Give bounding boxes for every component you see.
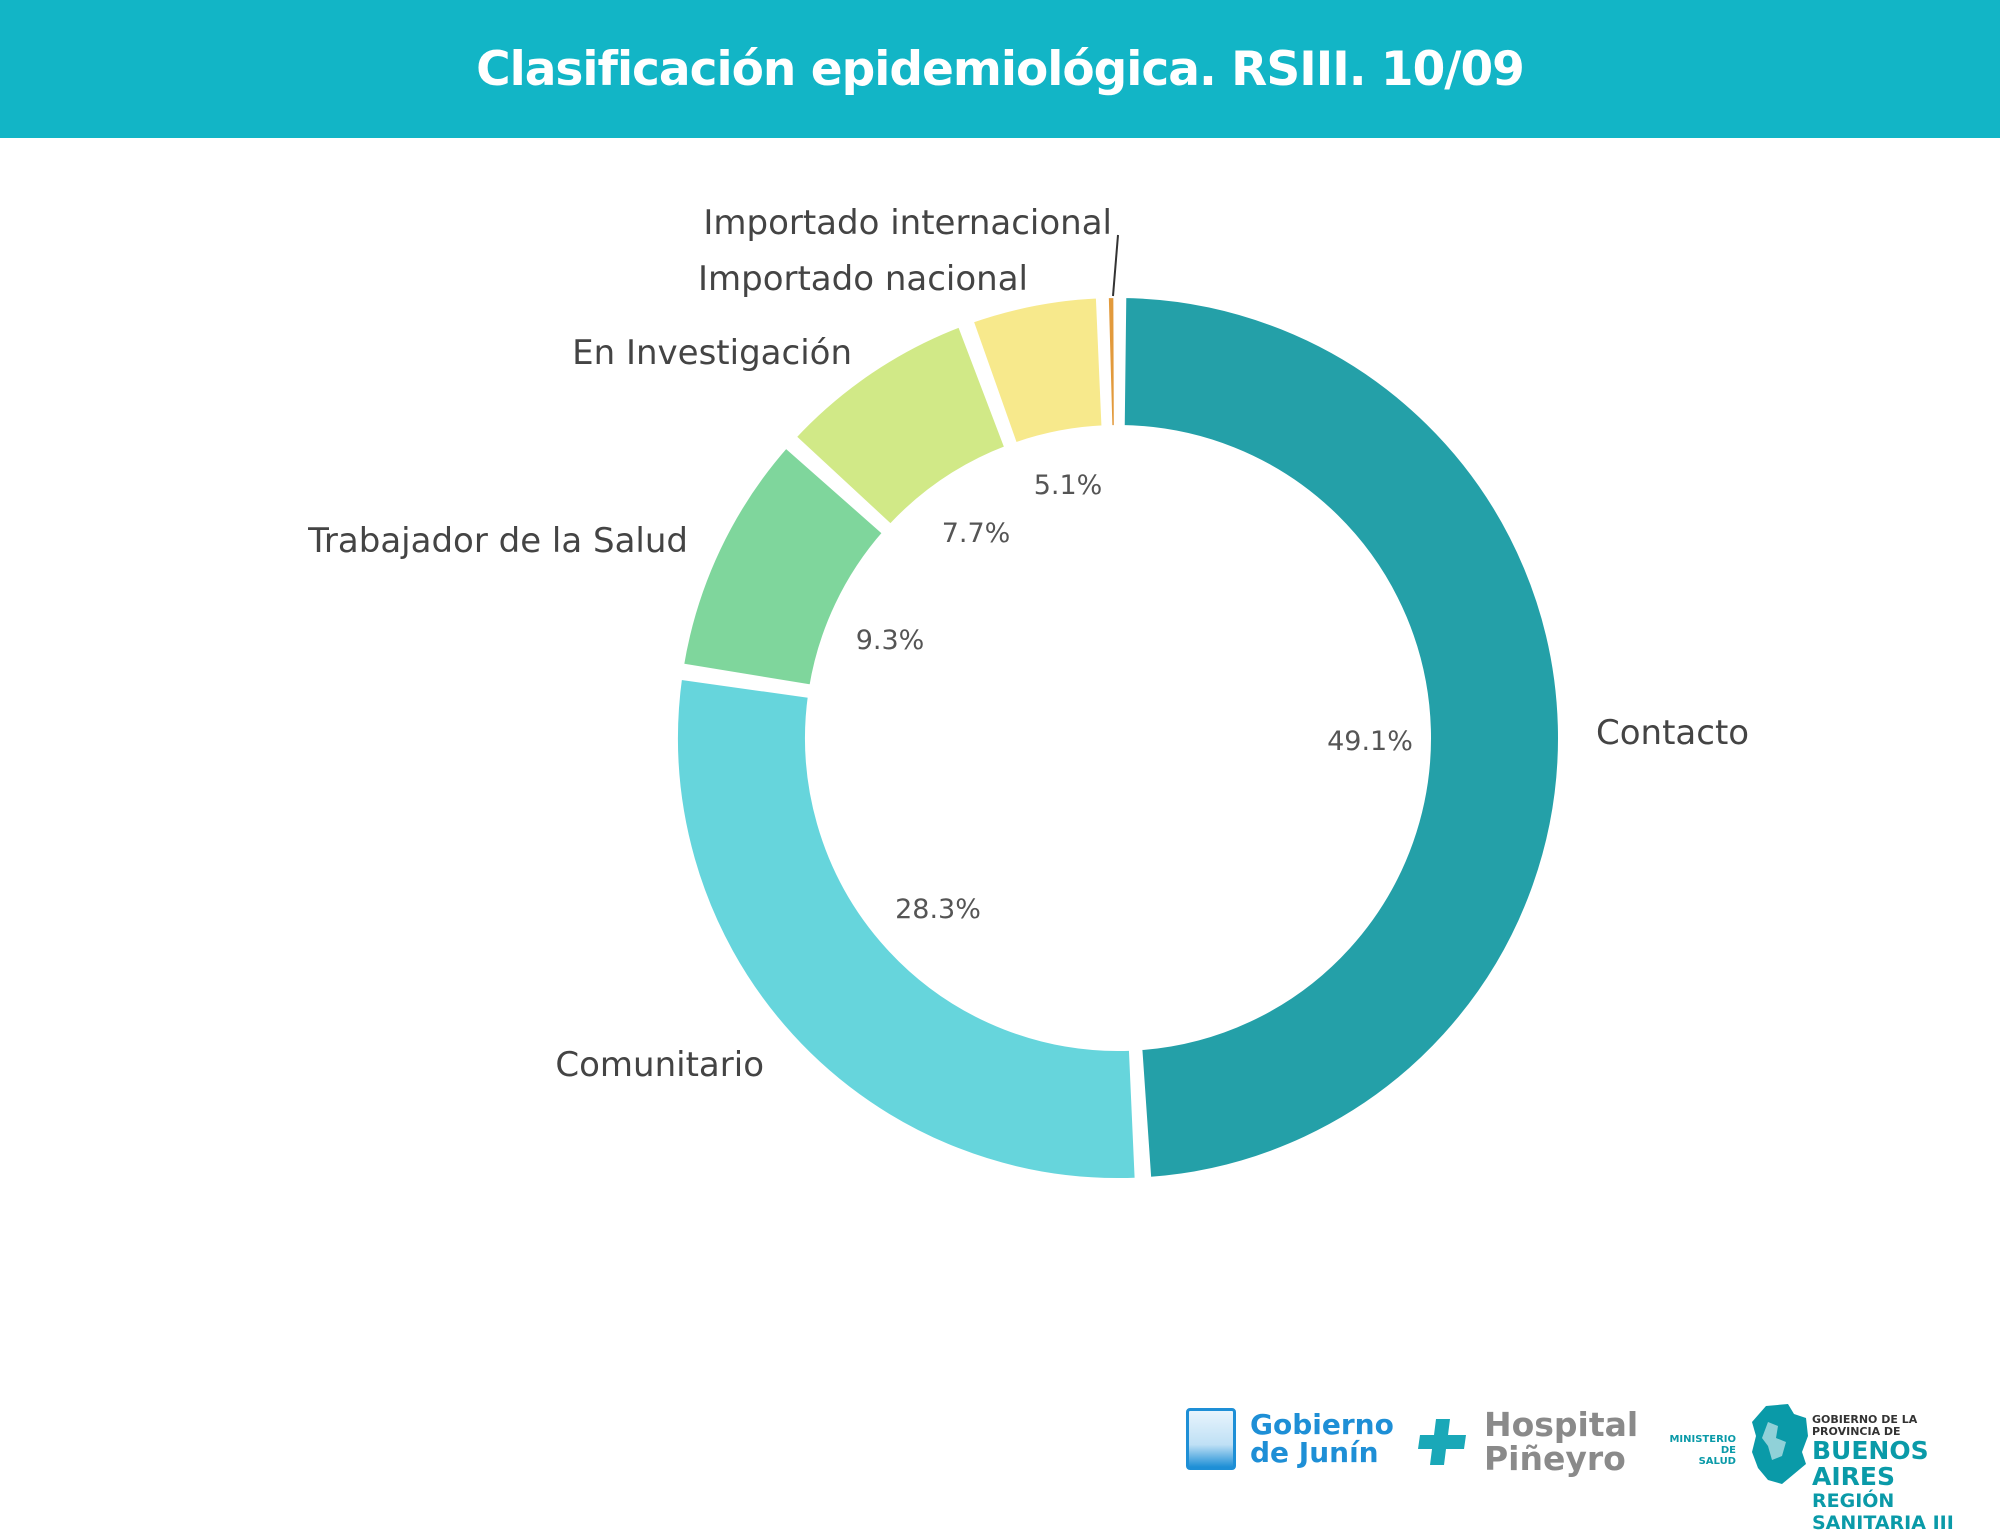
hospital-pineyro-logo: Hospital Piñeyro [1416, 1408, 1638, 1476]
slice-importado-nacional[interactable] [967, 292, 1108, 449]
donut-chart: Contacto 49.1% Comunitario 28.3% Trabajador … [307, 203, 1749, 1184]
leader-line-importado-internacional [1112, 234, 1119, 297]
label-importado-internacional: Importado internacional [703, 203, 1112, 243]
buenos-aires-logo: MINISTERIO DE SALUD GOBIERNO DE LA PROVI… [1656, 1400, 1986, 1534]
buenos-aires-text: BUENOS AIRES [1812, 1436, 1929, 1491]
medical-cross-icon [1418, 1419, 1466, 1465]
slice-en-investigacion[interactable] [789, 321, 1011, 531]
province-map-icon [1752, 1404, 1808, 1484]
provincia-small-text: GOBIERNO DE LA PROVINCIA DE [1812, 1413, 1918, 1438]
value-label-comunitario: 28.3% [895, 894, 981, 925]
hospital-line1: Hospital [1484, 1405, 1639, 1444]
label-trabajador-de-la-salud: Trabajador de la Salud [307, 521, 688, 561]
slice-importado-internacional[interactable] [1102, 292, 1120, 432]
value-label-contacto: 49.1% [1327, 726, 1413, 757]
junin-line2: de Junín [1250, 1436, 1379, 1469]
value-label-en-investigacion: 7.7% [942, 518, 1011, 549]
page-title: Clasificación epidemiológica. RSIII. 10/… [476, 41, 1525, 97]
value-label-trabajador-de-la-salud: 9.3% [856, 625, 925, 656]
junin-shield-icon [1186, 1408, 1236, 1470]
region-sanitaria-text: REGIÓN SANITARIA III [1812, 1490, 1954, 1534]
hospital-line2: Piñeyro [1484, 1439, 1626, 1478]
value-label-importado-nacional: 5.1% [1034, 470, 1103, 501]
slice-contacto[interactable] [1118, 292, 1564, 1183]
label-comunitario: Comunitario [555, 1045, 764, 1085]
junin-line1: Gobierno [1250, 1408, 1394, 1441]
slice-comunitario[interactable] [672, 673, 1141, 1184]
gobierno-junin-logo: Gobierno de Junín [1186, 1408, 1394, 1470]
ministerio-salud-text: MINISTERIO DE SALUD [1669, 1434, 1736, 1467]
header-bar: Clasificación epidemiológica. RSIII. 10/… [0, 0, 2000, 138]
label-en-investigacion: En Investigación [572, 333, 852, 373]
label-importado-nacional: Importado nacional [698, 259, 1028, 299]
slice-trabajador-de-la-salud[interactable] [677, 441, 889, 691]
footer-logos: Gobierno de Junín Hospital Piñeyro MINIS… [1180, 1390, 1990, 1534]
label-contacto: Contacto [1596, 713, 1749, 753]
